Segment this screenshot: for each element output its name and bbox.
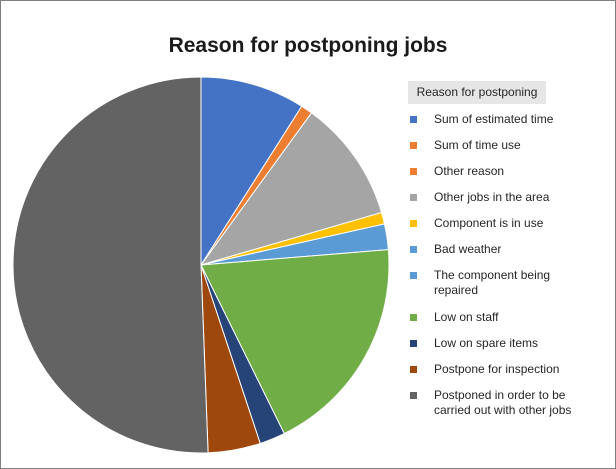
legend-label: Postponed in order to be carried out wit… xyxy=(434,388,572,417)
legend-swatch xyxy=(410,142,417,149)
legend-swatch xyxy=(410,220,417,227)
legend-swatch xyxy=(410,246,417,253)
legend-label: Postpone for inspection xyxy=(434,362,560,376)
legend-swatch xyxy=(410,392,417,399)
legend-label: The component being repaired xyxy=(434,268,551,297)
legend-label: Sum of time use xyxy=(434,138,521,152)
chart-title: Reason for postponing jobs xyxy=(168,34,448,57)
legend-swatch xyxy=(410,168,417,175)
legend-swatch xyxy=(410,366,417,373)
pie-slice-0 xyxy=(200,76,303,267)
legend-label: Low on staff xyxy=(434,310,499,324)
pie-slice-10 xyxy=(12,76,209,454)
legend-label: Low on spare items xyxy=(434,336,539,350)
legend-label: Other reason xyxy=(434,164,505,178)
legend-swatch xyxy=(410,194,417,201)
legend-label: Bad weather xyxy=(434,242,502,256)
legend-label: Sum of estimated time xyxy=(434,112,554,126)
legend-swatch xyxy=(410,340,417,347)
legend-label: Other jobs in the area xyxy=(434,190,550,204)
legend-swatch xyxy=(410,116,417,123)
legend-swatch xyxy=(410,314,417,321)
pie-slice-7 xyxy=(200,249,390,435)
legend-title: Reason for postponing xyxy=(408,81,546,104)
legend-swatch xyxy=(410,272,417,279)
pie-slice-3 xyxy=(199,112,383,266)
legend-label: Component is in use xyxy=(434,216,544,230)
